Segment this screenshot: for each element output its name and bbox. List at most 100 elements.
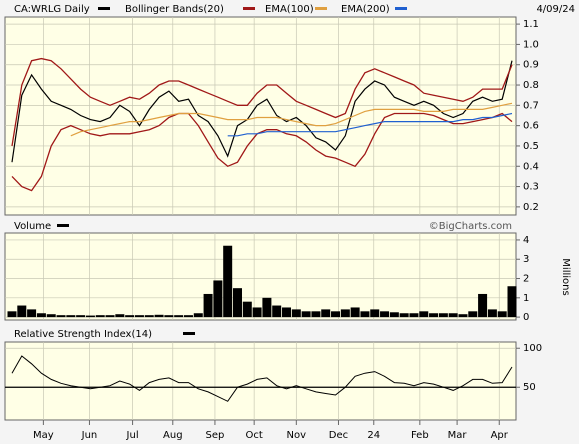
volume-bar — [193, 313, 203, 318]
y-tick-label: 4 — [523, 235, 529, 246]
x-tick-label: Sep — [206, 430, 225, 441]
y-tick-label: 0.7 — [523, 100, 539, 111]
volume-bar — [340, 309, 350, 318]
volume-bar — [242, 301, 252, 318]
volume-bar — [85, 315, 95, 318]
volume-bar — [487, 309, 497, 318]
volume-bar — [144, 315, 154, 318]
x-tick-label: 24 — [367, 430, 380, 441]
y-tick-label: 0.4 — [523, 161, 539, 172]
volume-bar — [46, 314, 56, 318]
x-tick-label: Apr — [491, 430, 509, 441]
volume-bar — [409, 313, 419, 318]
y-tick-label: 100 — [523, 343, 542, 354]
volume-bar — [105, 315, 115, 318]
y-tick-label: 1.0 — [523, 39, 539, 50]
date: 4/09/24 — [536, 4, 575, 15]
volume-bar — [27, 309, 37, 318]
volume-bar — [213, 280, 223, 318]
volume-bar — [429, 313, 439, 318]
volume-bar — [389, 312, 399, 318]
rsi-line — [11, 355, 513, 402]
volume-bar — [7, 311, 17, 318]
volume-bar — [183, 315, 193, 318]
volume-bar — [321, 309, 331, 318]
volume-bar — [419, 311, 429, 318]
volume-bar — [223, 245, 233, 318]
y-tick-label: 1 — [523, 293, 529, 304]
volume-bar — [448, 313, 458, 318]
y-tick-label: 0.2 — [523, 202, 539, 213]
volume-bar — [252, 307, 262, 318]
volume-bar — [282, 307, 292, 318]
x-tick-label: Aug — [163, 430, 183, 441]
volume-bar — [331, 311, 341, 318]
legend-label: EMA(100) — [265, 4, 314, 15]
volume-bar — [478, 293, 488, 318]
y-tick-label: 0.9 — [523, 60, 539, 71]
y-axis-label: Millions — [560, 258, 571, 295]
volume-bar — [56, 315, 66, 318]
y-tick-label: 0 — [523, 312, 529, 323]
volume-bar — [399, 313, 409, 318]
volume-bar — [380, 311, 390, 318]
y-tick-label: 0.3 — [523, 182, 539, 193]
volume-bar — [507, 286, 517, 318]
x-tick-label: Feb — [411, 430, 429, 441]
y-tick-label: 50 — [523, 382, 536, 393]
legend-swatch — [183, 332, 195, 335]
volume-bar — [438, 313, 448, 318]
volume-bar — [164, 315, 174, 318]
legend-swatch — [57, 224, 69, 227]
legend-label: Bollinger Bands(20) — [125, 4, 224, 15]
rsi-panel — [4, 341, 517, 421]
y-tick-label: 0.8 — [523, 80, 539, 91]
x-tick-label: Mar — [448, 430, 468, 441]
volume-bar — [36, 313, 46, 318]
volume-bar — [232, 288, 242, 318]
volume-bar — [497, 311, 507, 318]
legend-swatch — [315, 7, 327, 10]
price-panel — [4, 16, 517, 216]
y-tick-label: 0.5 — [523, 141, 539, 152]
y-tick-label: 2 — [523, 274, 529, 285]
volume-bar — [115, 314, 125, 318]
x-tick-label: Oct — [246, 430, 263, 441]
source: ©BigCharts.com — [429, 221, 512, 232]
volume-bar — [350, 307, 360, 318]
volume-bar — [311, 311, 321, 318]
legend-label: CA:WRLG Daily — [14, 4, 90, 15]
volume-bar — [262, 297, 272, 318]
volume-bar — [76, 315, 86, 318]
volume-bar — [134, 315, 144, 318]
x-tick-label: Jul — [126, 430, 139, 441]
volume-bar — [174, 315, 184, 318]
volume-bar — [154, 314, 164, 318]
x-tick-label: Nov — [287, 430, 307, 441]
y-tick-label: 1.1 — [523, 19, 539, 30]
volume-bar — [95, 315, 105, 318]
volume-bar — [203, 293, 213, 318]
legend-swatch — [243, 7, 255, 10]
volume-panel — [4, 232, 517, 321]
volume-bar — [468, 311, 478, 318]
panel-title: Relative Strength Index(14) — [14, 329, 152, 340]
legend-swatch — [98, 7, 110, 10]
x-tick-label: Dec — [329, 430, 348, 441]
legend-swatch — [395, 7, 407, 10]
volume-bar — [360, 311, 370, 318]
price-line — [70, 102, 513, 137]
legend-label: EMA(200) — [341, 4, 390, 15]
volume-bar — [458, 314, 468, 318]
volume-bar — [66, 315, 76, 318]
y-tick-label: 3 — [523, 254, 529, 265]
volume-bar — [301, 311, 311, 318]
y-tick-label: 0.6 — [523, 121, 539, 132]
volume-bar — [125, 315, 135, 318]
price-line — [11, 57, 513, 147]
price-line — [11, 112, 513, 192]
volume-bar — [272, 305, 282, 318]
price-line — [11, 60, 513, 163]
volume-bar — [17, 305, 27, 318]
